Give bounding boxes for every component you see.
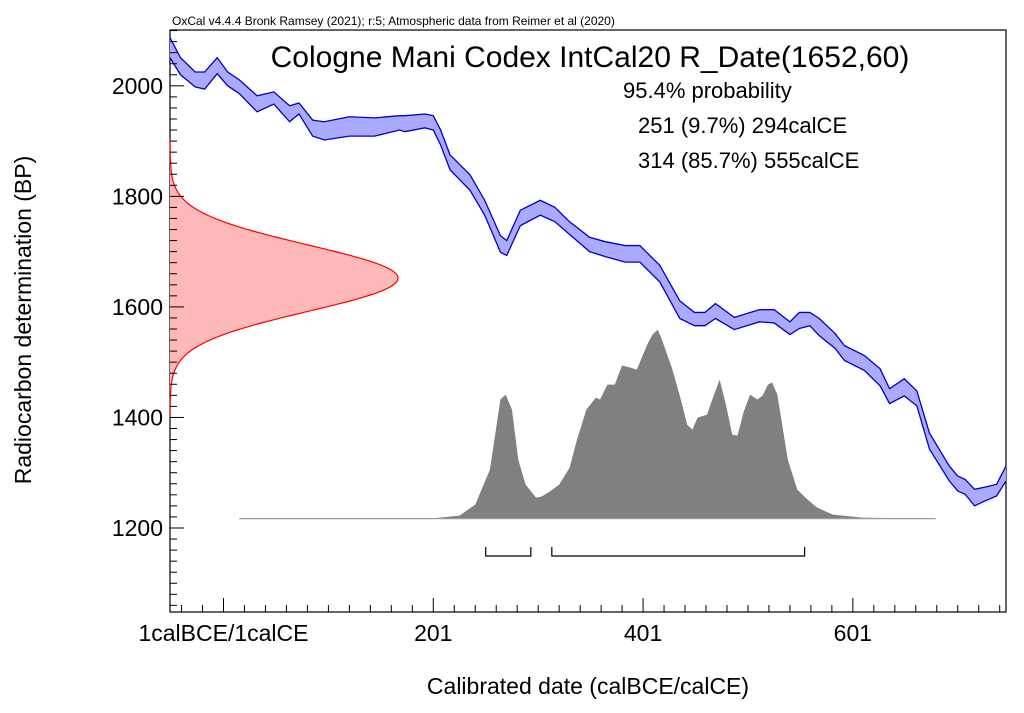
y-tick-label: 1400 bbox=[112, 404, 163, 430]
range-1-text: 251 (9.7%) 294calCE bbox=[638, 113, 847, 138]
calibration-curve-lower bbox=[169, 57, 1007, 507]
y-tick-label: 2000 bbox=[112, 73, 163, 99]
calibration-curve-group bbox=[169, 37, 1007, 507]
radiocarbon-date-fill bbox=[170, 138, 398, 418]
x-tick-label: 1calBCE/1calCE bbox=[138, 620, 308, 646]
y-axis-ticks: 2000 1800 1600 1400 1200 bbox=[112, 30, 184, 606]
credit-line: OxCal v4.4.4 Bronk Ramsey (2021); r:5; A… bbox=[172, 14, 615, 28]
posterior-distribution bbox=[239, 329, 936, 519]
x-axis-ticks: 1calBCE/1calCE 201 401 601 bbox=[138, 598, 1001, 646]
chart-title: Cologne Mani Codex IntCal20 R_Date(1652,… bbox=[271, 41, 910, 74]
range-2-text: 314 (85.7%) 555calCE bbox=[638, 148, 859, 173]
calibration-curve-upper bbox=[169, 37, 1007, 491]
x-tick-label: 201 bbox=[414, 620, 452, 646]
y-axis-label: Radiocarbon determination (BP) bbox=[10, 156, 36, 485]
y-tick-label: 1200 bbox=[112, 515, 163, 541]
range-brackets-group bbox=[485, 547, 806, 557]
x-axis-label: Calibrated date (calBCE/calCE) bbox=[427, 673, 749, 699]
posterior-group bbox=[239, 329, 936, 520]
y-tick-label: 1600 bbox=[112, 294, 163, 320]
probability-heading: 95.4% probability bbox=[623, 78, 792, 103]
x-tick-label: 601 bbox=[834, 620, 872, 646]
radiocarbon-date-group bbox=[169, 138, 399, 418]
range-bracket-1 bbox=[485, 547, 532, 557]
x-tick-label: 401 bbox=[624, 620, 662, 646]
y-tick-label: 1800 bbox=[112, 183, 163, 209]
range-bracket-2 bbox=[551, 547, 806, 557]
